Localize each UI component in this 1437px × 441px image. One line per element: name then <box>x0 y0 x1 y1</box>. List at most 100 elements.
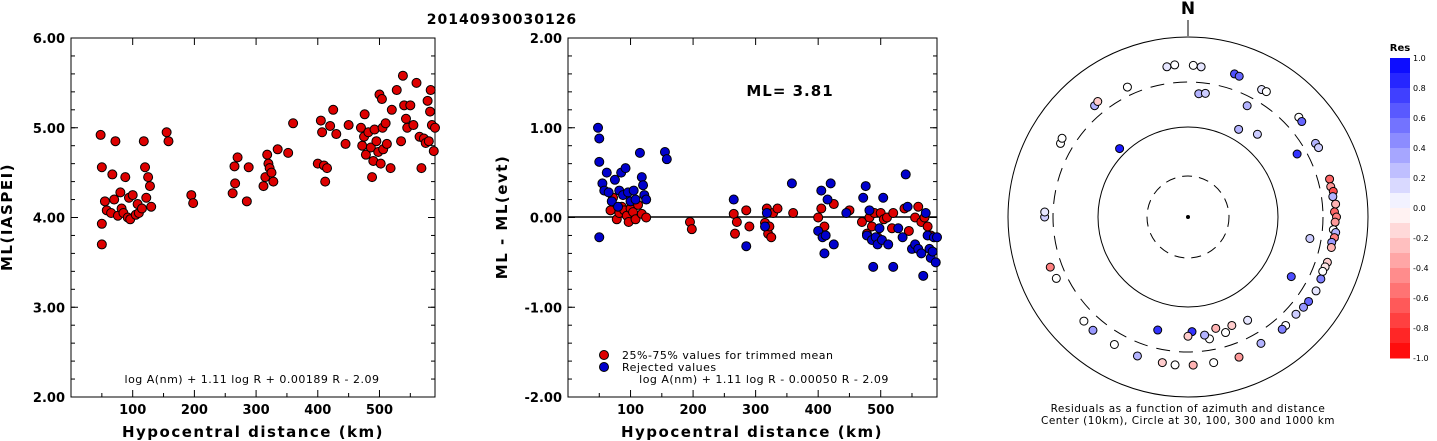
data-point <box>322 163 333 174</box>
data-point <box>874 223 885 234</box>
polar-point <box>1200 330 1210 340</box>
data-point <box>686 224 697 235</box>
data-point <box>741 241 752 252</box>
polar-point <box>1291 309 1301 319</box>
polar-point <box>1328 192 1338 202</box>
y-tick-label: 2.00 <box>33 391 65 406</box>
data-point <box>268 176 279 187</box>
x-tick-label: 500 <box>366 403 393 418</box>
colorbar-cell <box>1390 223 1410 239</box>
colorbar-cell <box>1390 238 1410 254</box>
data-point <box>641 212 652 223</box>
data-point <box>408 120 419 131</box>
data-point <box>110 136 121 147</box>
polar-point <box>1305 233 1315 243</box>
colorbar-cell <box>1390 133 1410 149</box>
data-point <box>232 152 243 163</box>
data-point <box>396 136 407 147</box>
data-point <box>856 216 867 227</box>
panel-ml-residual: 100 200 300 400 500 -2.00 -1.00 0.00 1.00 2.00 ML… <box>493 32 942 441</box>
data-point <box>140 162 151 173</box>
data-point <box>405 100 416 111</box>
polar-point <box>1188 360 1198 370</box>
data-point <box>878 192 889 203</box>
polar-point <box>1170 60 1180 70</box>
polar-point <box>1234 352 1244 362</box>
y-axis-label: ML(IASPEI) <box>0 163 16 271</box>
polar-point <box>1256 338 1266 348</box>
data-point <box>367 172 378 183</box>
data-point <box>340 138 351 149</box>
y-tick-label: 4.00 <box>33 212 65 227</box>
data-point <box>343 120 354 131</box>
y-tick-label: 6.00 <box>33 32 65 47</box>
data-point <box>661 154 672 165</box>
x-axis-label: Hypocentral distance (km) <box>122 423 384 441</box>
data-point <box>913 201 924 212</box>
data-point <box>900 169 911 180</box>
polar-point <box>1093 97 1103 107</box>
legend-marker-rejected <box>599 362 609 372</box>
data-point <box>391 85 402 96</box>
polar-point <box>1227 320 1237 330</box>
colorbar-cell <box>1390 103 1410 119</box>
polar-point <box>1261 87 1271 97</box>
data-point <box>772 203 783 214</box>
data-point <box>381 138 392 149</box>
data-point <box>594 133 605 144</box>
legend-label-rejected: Rejected values <box>622 361 717 374</box>
data-point <box>258 181 269 192</box>
colorbar-cell <box>1390 328 1410 344</box>
polar-point <box>1304 296 1314 306</box>
polar-point <box>1188 60 1198 70</box>
data-point <box>744 221 755 232</box>
y-tick-label: 0.00 <box>530 212 562 227</box>
polar-point <box>1311 286 1321 296</box>
data-point <box>186 190 197 201</box>
data-point <box>385 163 396 174</box>
data-point <box>428 146 439 157</box>
formula-text: log A(nm) + 1.11 log R + 0.00189 R - 2.0… <box>125 373 380 386</box>
colorbar-cell <box>1390 268 1410 284</box>
colorbar-title: Res <box>1390 43 1410 54</box>
polar-point <box>1183 331 1193 341</box>
polar-point <box>1211 323 1221 333</box>
data-point <box>283 147 294 158</box>
data-point <box>262 149 273 160</box>
polar-point <box>1153 325 1163 335</box>
data-point <box>731 216 742 227</box>
data-point <box>371 136 382 147</box>
data-point <box>315 115 326 126</box>
data-point <box>860 181 871 192</box>
north-label: N <box>1181 0 1195 19</box>
polar-point <box>1221 328 1231 338</box>
data-point <box>828 239 839 250</box>
colorbar-cell <box>1390 163 1410 179</box>
polar-point <box>1088 325 1098 335</box>
data-point <box>638 180 649 191</box>
data-point <box>95 129 106 140</box>
polar-point <box>1243 315 1253 325</box>
y-tick-label: 2.00 <box>530 32 562 47</box>
data-point <box>613 201 624 212</box>
data-point <box>266 167 277 178</box>
polar-point <box>1132 351 1142 361</box>
data-point <box>320 176 331 187</box>
data-point <box>146 201 157 212</box>
data-point <box>272 144 283 155</box>
data-point <box>386 104 397 115</box>
data-point <box>594 156 605 167</box>
colorbar-cell <box>1390 178 1410 194</box>
data-point <box>243 162 254 173</box>
data-point <box>636 172 647 183</box>
data-point <box>932 232 942 243</box>
data-point <box>822 194 833 205</box>
data-point <box>188 198 199 209</box>
data-point <box>888 261 899 272</box>
data-point <box>760 221 771 232</box>
figure-title: 20140930030126 <box>427 12 577 28</box>
polar-point <box>1314 143 1324 153</box>
x-tick-label: 100 <box>119 403 146 418</box>
colorbar-tick-label: -0.2 <box>1413 234 1429 243</box>
